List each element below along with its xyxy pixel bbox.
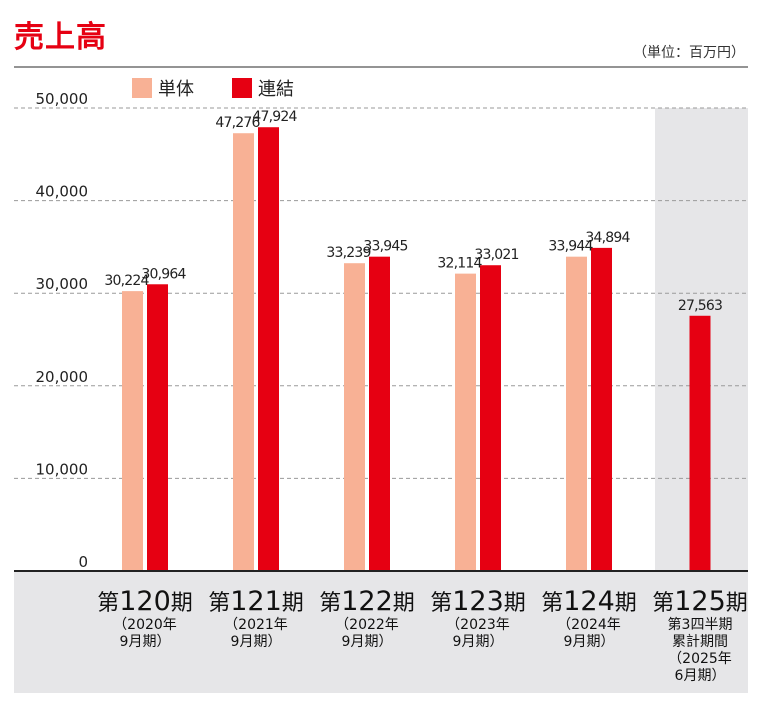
bar-standalone bbox=[344, 263, 365, 571]
bar-consolidated bbox=[591, 247, 612, 571]
x-category-label: 第120期 bbox=[97, 586, 193, 617]
x-category-sublabel: （2023年 bbox=[446, 617, 510, 633]
x-category-sublabel: 9月期） bbox=[342, 634, 393, 650]
bar-consolidated bbox=[369, 256, 390, 571]
legend-swatch-consolidated bbox=[232, 78, 252, 98]
x-category-label: 第123期 bbox=[430, 586, 526, 617]
bar-consolidated bbox=[480, 265, 501, 571]
data-label: 47,276 bbox=[215, 115, 260, 131]
x-category-sublabel: （2022年 bbox=[335, 617, 399, 633]
data-label: 34,894 bbox=[585, 230, 630, 246]
data-label: 27,563 bbox=[678, 298, 722, 314]
data-label: 33,944 bbox=[548, 239, 593, 255]
x-category-sublabel: 第3四半期 bbox=[668, 616, 733, 633]
data-label: 30,964 bbox=[141, 266, 186, 282]
legend-label: 単体 bbox=[158, 79, 194, 100]
y-tick-label: 30,000 bbox=[36, 275, 89, 293]
x-category-sublabel: 9月期） bbox=[453, 634, 504, 650]
data-label: 33,945 bbox=[363, 239, 407, 255]
x-category-sublabel: 累計期間 bbox=[672, 634, 728, 650]
y-tick-label: 0 bbox=[78, 553, 88, 571]
bar-standalone bbox=[455, 273, 476, 571]
data-label: 33,021 bbox=[474, 247, 518, 263]
bar-consolidated bbox=[147, 284, 168, 571]
bar-standalone bbox=[566, 256, 587, 571]
x-category-sublabel: （2021年 bbox=[224, 617, 288, 633]
bar-standalone bbox=[233, 133, 254, 571]
data-label: 47,924 bbox=[252, 109, 297, 125]
x-category-sublabel: （2025年 bbox=[668, 651, 732, 667]
y-tick-label: 50,000 bbox=[36, 90, 89, 108]
bar-consolidated bbox=[689, 315, 711, 571]
x-category-label: 第125期 bbox=[652, 586, 748, 617]
y-tick-label: 20,000 bbox=[36, 368, 89, 386]
unit-label: （単位：百万円） bbox=[633, 45, 745, 61]
bar-consolidated bbox=[258, 127, 279, 572]
data-label: 30,224 bbox=[104, 273, 149, 289]
data-label: 32,114 bbox=[437, 256, 482, 272]
y-tick-label: 10,000 bbox=[36, 460, 89, 478]
category-band bbox=[14, 571, 748, 693]
x-category-sublabel: （2024年 bbox=[557, 617, 621, 633]
page-title: 売上高 bbox=[14, 20, 107, 55]
x-category-sublabel: （2020年 bbox=[113, 617, 177, 633]
x-category-label: 第122期 bbox=[319, 586, 415, 617]
y-tick-label: 40,000 bbox=[36, 183, 89, 201]
x-category-sublabel: 9月期） bbox=[120, 634, 171, 650]
legend-label: 連結 bbox=[258, 79, 294, 100]
legend-swatch-standalone bbox=[132, 78, 152, 98]
data-label: 33,239 bbox=[326, 245, 370, 261]
x-category-sublabel: 6月期） bbox=[675, 668, 726, 684]
x-category-label: 第121期 bbox=[208, 586, 304, 617]
x-category-sublabel: 9月期） bbox=[231, 634, 282, 650]
bar-standalone bbox=[122, 291, 143, 571]
x-category-sublabel: 9月期） bbox=[564, 634, 615, 650]
x-category-label: 第124期 bbox=[541, 586, 637, 617]
